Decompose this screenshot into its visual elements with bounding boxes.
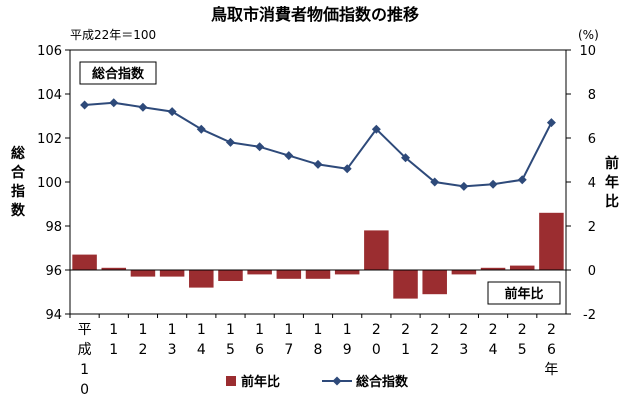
index-line xyxy=(84,101,553,188)
left-tick-label: 96 xyxy=(45,264,62,279)
index-point xyxy=(167,107,177,117)
legend-line-marker xyxy=(332,376,342,386)
left-axis-ticks: 94 96 98 100 102 104 106 xyxy=(37,44,70,323)
yoy-bars xyxy=(72,212,564,299)
base-year-note: 平成22年＝100 xyxy=(70,28,156,42)
yoy-bar xyxy=(159,270,185,277)
right-axis-ticks: -2 0 2 4 6 8 10 xyxy=(566,44,596,323)
legend-bar-swatch xyxy=(226,376,236,386)
index-point xyxy=(109,98,119,108)
chart-title: 鳥取市消費者物価指数の推移 xyxy=(211,5,419,24)
yoy-bar xyxy=(393,270,418,299)
yoy-bar xyxy=(218,270,243,281)
yoy-bar xyxy=(305,270,331,279)
left-axis-label-text: 総合指数 xyxy=(11,145,26,219)
index-point xyxy=(255,142,265,152)
index-point xyxy=(488,179,498,189)
index-point xyxy=(342,164,352,174)
left-tick-label: 100 xyxy=(37,176,62,191)
index-label-box-text: 総合指数 xyxy=(92,66,145,82)
left-axis-label: 総合指数 xyxy=(11,145,26,219)
legend-line-label: 総合指数 xyxy=(356,374,409,390)
yoy-bar xyxy=(130,270,156,277)
left-tick-label: 98 xyxy=(45,220,62,235)
right-tick-label: 4 xyxy=(588,176,596,191)
index-point xyxy=(371,124,381,134)
right-tick-label: 6 xyxy=(588,132,596,147)
index-point xyxy=(430,177,440,187)
right-axis-label: 前年比 xyxy=(605,155,619,210)
legend: 前年比 総合指数 xyxy=(226,374,409,390)
left-tick-label: 102 xyxy=(37,132,62,147)
yoy-bar xyxy=(247,270,272,275)
yoy-bar xyxy=(364,230,389,270)
right-tick-label: 2 xyxy=(588,220,596,235)
index-point xyxy=(401,153,411,163)
right-tick-label: 0 xyxy=(588,264,596,279)
yoy-label-box-text: 前年比 xyxy=(504,286,543,302)
x-axis-ticks: 平成 1 0 1 1 1 2 1 3 1 4 1 5 1 6 1 7 1 8 1 9 2 0 2 1 2 2 2 3 2 4 2 5 2 6 年 xyxy=(69,314,558,398)
index-line-series xyxy=(80,98,556,191)
left-tick-label: 94 xyxy=(45,308,62,323)
index-point xyxy=(225,137,235,147)
yoy-bar xyxy=(509,265,535,270)
left-tick-label: 106 xyxy=(37,44,62,59)
yoy-bar xyxy=(101,267,127,270)
yoy-bar xyxy=(334,270,360,275)
yoy-bar xyxy=(422,270,447,295)
yoy-bar xyxy=(480,267,506,270)
x-tick-label: 平成 1 0 xyxy=(78,322,92,398)
right-axis-label-text: 前年比 xyxy=(605,155,619,210)
right-tick-label: 8 xyxy=(588,88,596,103)
right-tick-label: 10 xyxy=(579,44,596,59)
index-point xyxy=(80,100,90,110)
index-point xyxy=(546,118,556,128)
yoy-label-box xyxy=(487,281,561,305)
left-tick-label: 104 xyxy=(37,88,62,103)
yoy-bar xyxy=(451,270,477,275)
index-point xyxy=(196,124,206,134)
yoy-bar xyxy=(189,270,214,288)
index-point xyxy=(313,159,323,169)
legend-bar-label: 前年比 xyxy=(241,374,280,390)
yoy-bar xyxy=(72,254,97,270)
right-tick-label: -2 xyxy=(583,308,596,323)
right-axis-unit: (%) xyxy=(578,28,599,42)
index-point xyxy=(138,102,148,112)
index-point xyxy=(284,151,294,161)
yoy-bar xyxy=(276,270,302,279)
yoy-bar xyxy=(539,212,564,270)
index-point xyxy=(517,175,527,185)
index-label-box xyxy=(79,61,157,85)
index-point xyxy=(459,181,469,191)
